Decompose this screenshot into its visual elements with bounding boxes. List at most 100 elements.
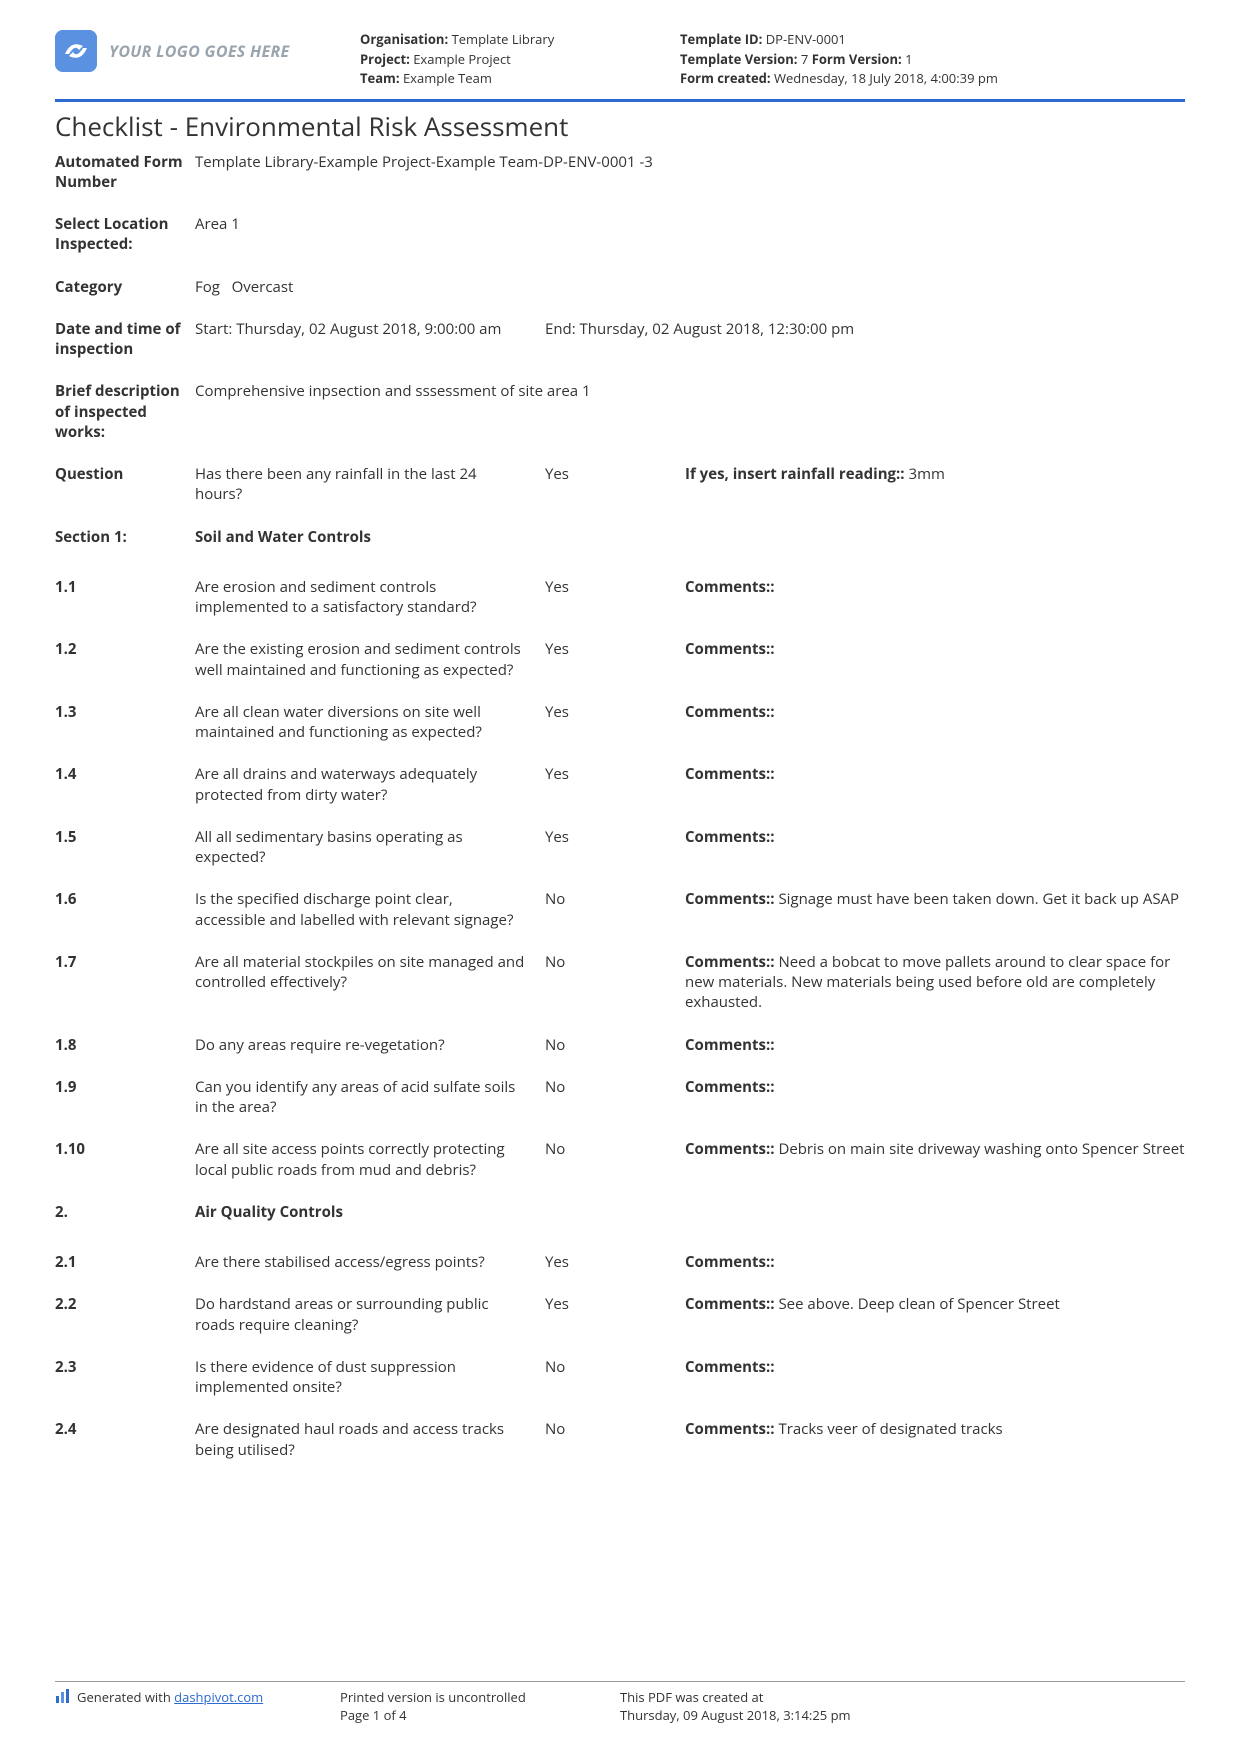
form-created-value: Wednesday, 18 July 2018, 4:00:39 pm <box>774 69 998 87</box>
item-comments: Comments:: See above. Deep clean of Spen… <box>685 1294 1185 1314</box>
item-answer: No <box>545 952 685 972</box>
checklist-row: 1.2Are the existing erosion and sediment… <box>55 639 1185 680</box>
datetime-row: Date and time of inspection Start: Thurs… <box>55 319 1185 360</box>
item-comments: Comments:: Debris on main site driveway … <box>685 1139 1185 1159</box>
org-value: Template Library <box>452 30 555 48</box>
header-meta-left: Organisation: Template Library Project: … <box>360 30 660 89</box>
item-number: 1.4 <box>55 764 195 784</box>
logo-text: YOUR LOGO GOES HERE <box>109 40 290 62</box>
item-number: 1.3 <box>55 702 195 722</box>
checklist-row: 1.7Are all material stockpiles on site m… <box>55 952 1185 1013</box>
item-number: 2.3 <box>55 1357 195 1377</box>
item-comments: Comments:: <box>685 702 1185 722</box>
template-version-value: 7 <box>801 50 808 68</box>
datetime-start: Start: Thursday, 02 August 2018, 9:00:00… <box>195 319 545 339</box>
checklist-row: 2.4Are designated haul roads and access … <box>55 1419 1185 1460</box>
footer-uncontrolled: Printed version is uncontrolled <box>340 1688 620 1706</box>
item-comments: Comments:: <box>685 577 1185 597</box>
footer-link[interactable]: dashpivot.com <box>174 1688 263 1706</box>
header-meta-right: Template ID: DP-ENV-0001 Template Versio… <box>680 30 1185 89</box>
item-number: 1.8 <box>55 1035 195 1055</box>
form-created-label: Form created: <box>680 69 771 87</box>
form-number-label: Automated Form Number <box>55 152 195 193</box>
form-number-value: Template Library-Example Project-Example… <box>195 152 1185 172</box>
category-row: Category Fog Overcast <box>55 277 1185 297</box>
team-label: Team: <box>360 69 400 87</box>
item-comments: Comments:: Signage must have been taken … <box>685 889 1185 909</box>
footer-generated-prefix: Generated with <box>77 1688 174 1706</box>
project-label: Project: <box>360 50 410 68</box>
form-version-value: 1 <box>905 50 912 68</box>
footer-right: This PDF was created at Thursday, 09 Aug… <box>620 1688 1185 1724</box>
comments-label: Comments:: <box>685 1252 775 1272</box>
item-comments: Comments:: Need a bobcat to move pallets… <box>685 952 1185 1013</box>
category-value: Fog Overcast <box>195 277 1185 297</box>
item-answer: No <box>545 1139 685 1159</box>
item-question: Is there evidence of dust suppression im… <box>195 1357 545 1398</box>
item-number: 2.4 <box>55 1419 195 1439</box>
item-answer: No <box>545 1035 685 1055</box>
item-comments: Comments:: Tracks veer of designated tra… <box>685 1419 1185 1439</box>
team-value: Example Team <box>403 69 492 87</box>
item-comments: Comments:: <box>685 639 1185 659</box>
checklist-row: 2.2Do hardstand areas or surrounding pub… <box>55 1294 1185 1335</box>
item-answer: No <box>545 1419 685 1439</box>
logo-block: YOUR LOGO GOES HERE <box>55 30 340 72</box>
checklist-row: 1.10Are all site access points correctly… <box>55 1139 1185 1180</box>
checklist-row: 1.8Do any areas require re-vegetation?No… <box>55 1035 1185 1055</box>
dashpivot-icon <box>55 1688 71 1704</box>
content: Automated Form Number Template Library-E… <box>55 152 1185 1460</box>
checklist-row: 1.6Is the specified discharge point clea… <box>55 889 1185 930</box>
form-number-row: Automated Form Number Template Library-E… <box>55 152 1185 193</box>
brief-row: Brief description of inspected works: Co… <box>55 381 1185 442</box>
comments-label: Comments:: <box>685 1077 775 1097</box>
item-question: Are the existing erosion and sediment co… <box>195 639 545 680</box>
item-comments: Comments:: <box>685 1035 1185 1055</box>
section-2-row: 2. Air Quality Controls <box>55 1202 1185 1222</box>
item-answer: Yes <box>545 827 685 847</box>
item-comments: Comments:: <box>685 827 1185 847</box>
question-answer: Yes <box>545 464 685 484</box>
section-1-label: Section 1: <box>55 527 195 547</box>
comments-text: Debris on main site driveway washing ont… <box>775 1139 1185 1159</box>
logo-icon <box>55 30 97 72</box>
section-2-items: 2.1Are there stabilised access/egress po… <box>55 1252 1185 1460</box>
comments-label: Comments:: <box>685 1357 775 1377</box>
item-number: 2.1 <box>55 1252 195 1272</box>
section-2-label: 2. <box>55 1202 195 1222</box>
item-question: Do hardstand areas or surrounding public… <box>195 1294 545 1335</box>
item-question: Are all clean water diversions on site w… <box>195 702 545 743</box>
item-answer: Yes <box>545 639 685 659</box>
item-comments: Comments:: <box>685 1252 1185 1272</box>
item-number: 1.10 <box>55 1139 195 1159</box>
comments-label: Comments:: <box>685 702 775 722</box>
item-question: Is the specified discharge point clear, … <box>195 889 545 930</box>
template-id-value: DP-ENV-0001 <box>766 30 846 48</box>
checklist-row: 2.1Are there stabilised access/egress po… <box>55 1252 1185 1272</box>
checklist-row: 1.3Are all clean water diversions on sit… <box>55 702 1185 743</box>
footer-created-value: Thursday, 09 August 2018, 3:14:25 pm <box>620 1706 1185 1724</box>
page-header: YOUR LOGO GOES HERE Organisation: Templa… <box>55 30 1185 102</box>
item-question: Are there stabilised access/egress point… <box>195 1252 545 1272</box>
section-2-title: Air Quality Controls <box>195 1202 545 1222</box>
comments-text: See above. Deep clean of Spencer Street <box>775 1294 1060 1314</box>
item-comments: Comments:: <box>685 764 1185 784</box>
rainfall-label: If yes, insert rainfall reading:: <box>685 464 905 484</box>
item-question: Are designated haul roads and access tra… <box>195 1419 545 1460</box>
location-label: Select Location Inspected: <box>55 214 195 255</box>
section-1-items: 1.1Are erosion and sediment controls imp… <box>55 577 1185 1180</box>
item-comments: Comments:: <box>685 1077 1185 1097</box>
checklist-row: 2.3Is there evidence of dust suppression… <box>55 1357 1185 1398</box>
item-question: Can you identify any areas of acid sulfa… <box>195 1077 545 1118</box>
template-id-label: Template ID: <box>680 30 762 48</box>
checklist-row: 1.5All all sedimentary basins operating … <box>55 827 1185 868</box>
datetime-end: End: Thursday, 02 August 2018, 12:30:00 … <box>545 319 1185 339</box>
item-question: Do any areas require re-vegetation? <box>195 1035 545 1055</box>
item-answer: Yes <box>545 764 685 784</box>
item-number: 1.2 <box>55 639 195 659</box>
item-number: 1.5 <box>55 827 195 847</box>
item-question: Are all drains and waterways adequately … <box>195 764 545 805</box>
item-question: All all sedimentary basins operating as … <box>195 827 545 868</box>
page-footer: Generated with dashpivot.com Printed ver… <box>55 1681 1185 1724</box>
template-version-label: Template Version: <box>680 50 797 68</box>
